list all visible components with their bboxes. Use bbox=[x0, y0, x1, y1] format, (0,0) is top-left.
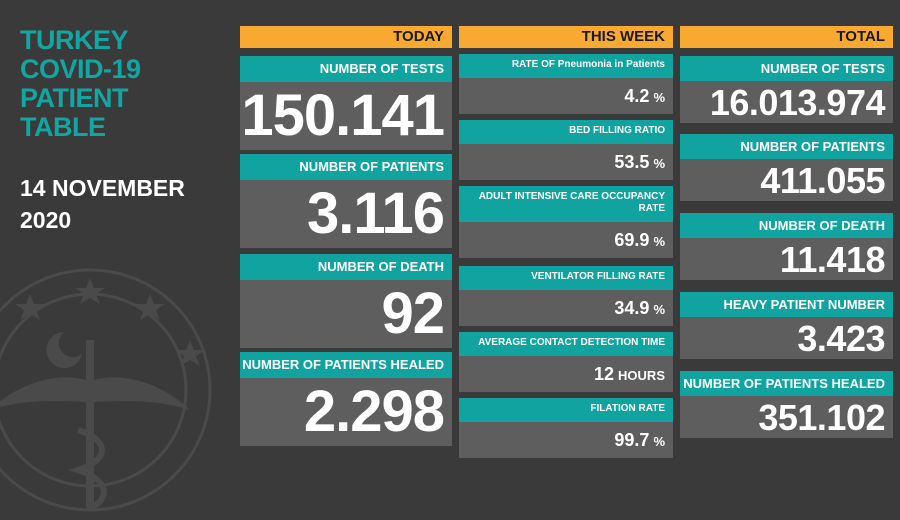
today-tests-label: NUMBER OF TESTS bbox=[240, 56, 452, 82]
total-heavy-card: HEAVY PATIENT NUMBER 3.423 bbox=[680, 292, 893, 359]
total-healed-card: NUMBER OF PATIENTS HEALED 351.102 bbox=[680, 371, 893, 438]
today-patients-card: NUMBER OF PATIENTS 3.116 bbox=[240, 154, 452, 248]
total-heavy-label: HEAVY PATIENT NUMBER bbox=[680, 292, 893, 317]
week-icu-unit: % bbox=[653, 234, 665, 249]
today-healed-label: NUMBER OF PATIENTS HEALED bbox=[240, 352, 452, 378]
week-filation-unit: % bbox=[653, 434, 665, 449]
total-healed-label: NUMBER OF PATIENTS HEALED bbox=[680, 371, 893, 396]
week-filation-value-box: 99.7% bbox=[459, 422, 673, 458]
week-contact-label: AVERAGE CONTACT DETECTION TIME bbox=[459, 332, 673, 356]
week-ventilator-unit: % bbox=[653, 302, 665, 317]
title-line: PATIENT bbox=[20, 83, 128, 113]
week-ventilator-card: VENTILATOR FILLING RATE 34.9% bbox=[459, 266, 673, 326]
title-line: TABLE bbox=[20, 112, 106, 142]
week-bed-value-box: 53.5% bbox=[459, 144, 673, 180]
week-ventilator-value: 34.9 bbox=[614, 298, 650, 318]
total-patients-label: NUMBER OF PATIENTS bbox=[680, 134, 893, 159]
title-line: TURKEY bbox=[20, 25, 129, 55]
week-icu-label: ADULT INTENSIVE CARE OCCUPANCY RATE bbox=[459, 186, 673, 222]
total-healed-value: 351.102 bbox=[680, 396, 893, 438]
date-line: 2020 bbox=[20, 207, 72, 233]
week-pneumonia-label: RATE OF Pneumonia in Patients bbox=[459, 54, 673, 78]
total-tests-card: NUMBER OF TESTS 16.013.974 bbox=[680, 56, 893, 123]
week-icu-value-box: 69.9% bbox=[459, 222, 673, 258]
week-contact-value: 12 bbox=[594, 364, 615, 384]
page-title: TURKEY COVID-19 PATIENT TABLE bbox=[20, 26, 141, 142]
week-icu-value: 69.9 bbox=[614, 230, 650, 250]
title-line: COVID-19 bbox=[20, 54, 141, 84]
today-healed-value: 2.298 bbox=[240, 378, 452, 446]
total-heavy-value: 3.423 bbox=[680, 317, 893, 359]
week-pneumonia-value-box: 4.2% bbox=[459, 78, 673, 114]
week-header: THIS WEEK bbox=[459, 26, 673, 48]
today-healed-card: NUMBER OF PATIENTS HEALED 2.298 bbox=[240, 352, 452, 446]
week-contact-value-box: 12 HOURS bbox=[459, 356, 673, 392]
week-filation-label: FILATION RATE bbox=[459, 398, 673, 422]
today-deaths-value: 92 bbox=[240, 280, 452, 348]
date-line: 14 NOVEMBER bbox=[20, 175, 185, 201]
today-deaths-label: NUMBER OF DEATH bbox=[240, 254, 452, 280]
total-tests-value: 16.013.974 bbox=[680, 81, 893, 123]
today-tests-value: 150.141 bbox=[240, 82, 452, 150]
week-filation-value: 99.7 bbox=[614, 430, 650, 450]
today-header: TODAY bbox=[240, 26, 452, 48]
report-date: 14 NOVEMBER 2020 bbox=[20, 172, 185, 236]
total-deaths-card: NUMBER OF DEATH 11.418 bbox=[680, 213, 893, 280]
week-icu-card: ADULT INTENSIVE CARE OCCUPANCY RATE 69.9… bbox=[459, 186, 673, 258]
week-bed-card: BED FILLING RATIO 53.5% bbox=[459, 120, 673, 180]
week-ventilator-label: VENTILATOR FILLING RATE bbox=[459, 266, 673, 290]
today-tests-card: NUMBER OF TESTS 150.141 bbox=[240, 56, 452, 150]
week-bed-label: BED FILLING RATIO bbox=[459, 120, 673, 144]
week-contact-unit: HOURS bbox=[618, 368, 665, 383]
ministry-of-health-emblem-icon bbox=[0, 268, 212, 512]
week-contact-card: AVERAGE CONTACT DETECTION TIME 12 HOURS bbox=[459, 332, 673, 392]
week-ventilator-value-box: 34.9% bbox=[459, 290, 673, 326]
total-header: TOTAL bbox=[680, 26, 893, 48]
week-bed-value: 53.5 bbox=[614, 152, 650, 172]
total-deaths-value: 11.418 bbox=[680, 238, 893, 280]
today-deaths-card: NUMBER OF DEATH 92 bbox=[240, 254, 452, 348]
week-pneumonia-unit: % bbox=[653, 90, 665, 105]
week-pneumonia-card: RATE OF Pneumonia in Patients 4.2% bbox=[459, 54, 673, 114]
week-bed-unit: % bbox=[653, 156, 665, 171]
total-patients-value: 411.055 bbox=[680, 159, 893, 201]
week-pneumonia-value: 4.2 bbox=[624, 86, 650, 106]
today-patients-label: NUMBER OF PATIENTS bbox=[240, 154, 452, 180]
total-deaths-label: NUMBER OF DEATH bbox=[680, 213, 893, 238]
total-patients-card: NUMBER OF PATIENTS 411.055 bbox=[680, 134, 893, 201]
total-tests-label: NUMBER OF TESTS bbox=[680, 56, 893, 81]
today-patients-value: 3.116 bbox=[240, 180, 452, 248]
week-filation-card: FILATION RATE 99.7% bbox=[459, 398, 673, 458]
